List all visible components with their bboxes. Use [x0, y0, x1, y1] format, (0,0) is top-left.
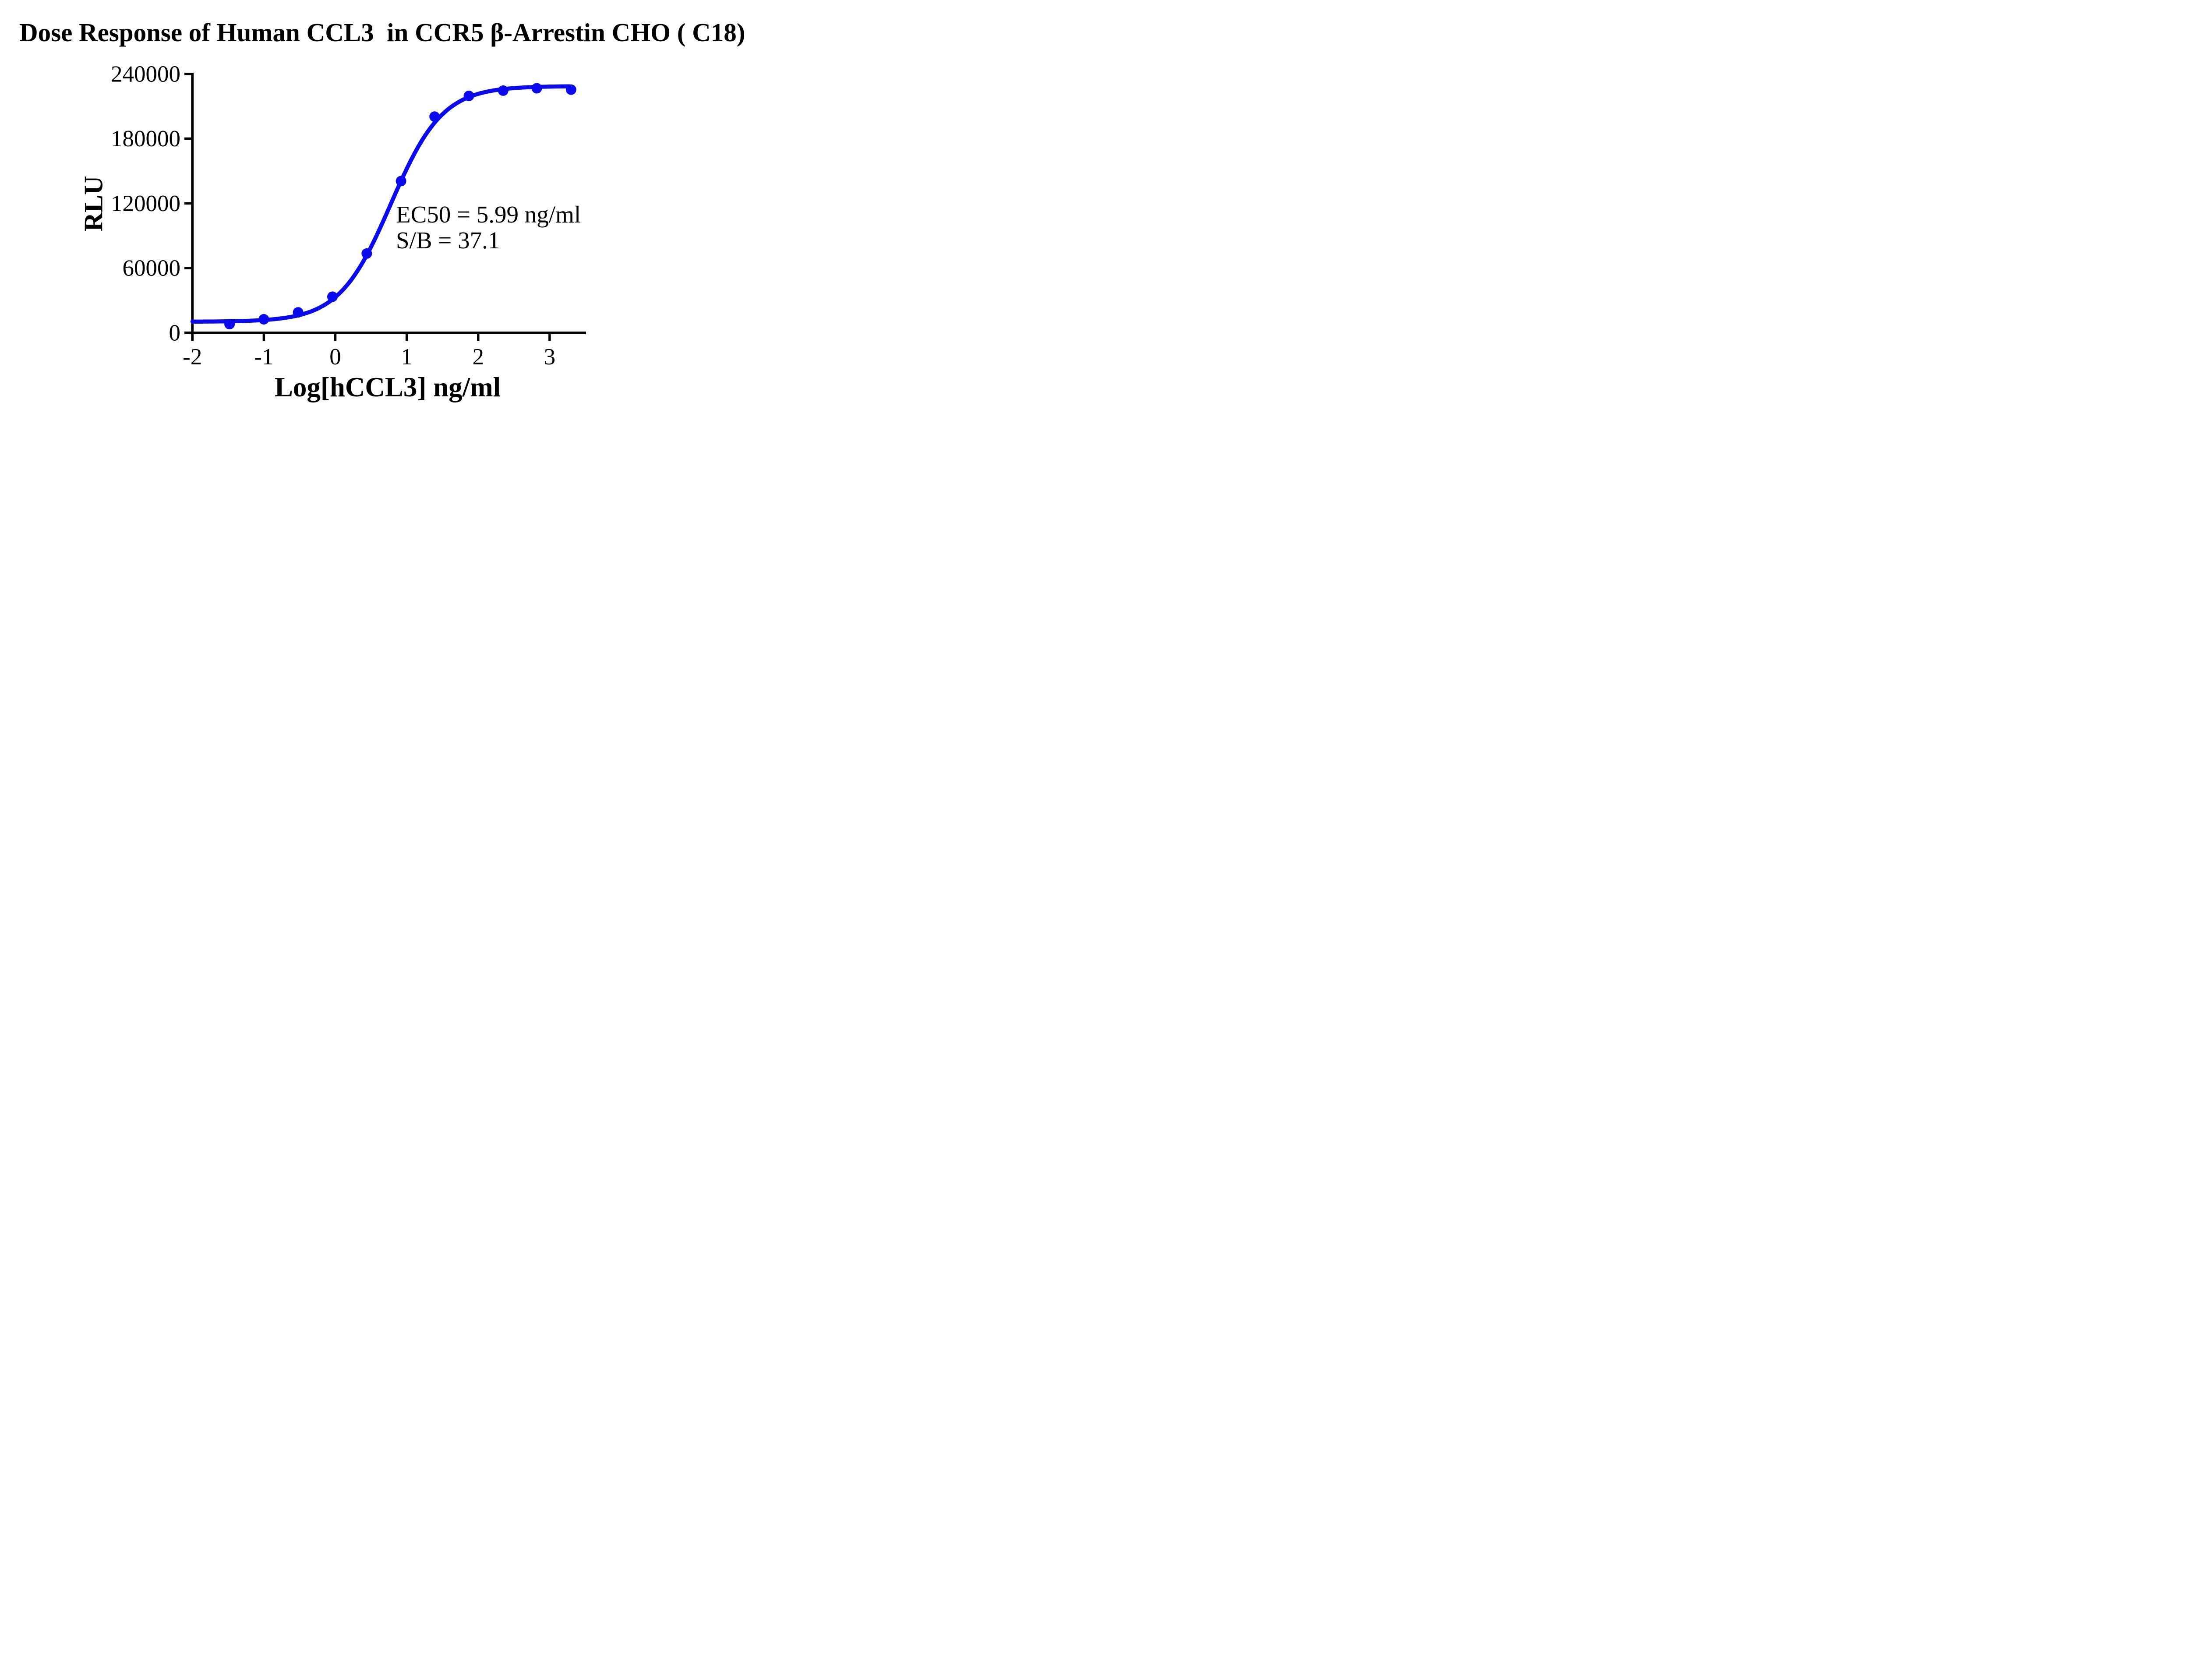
data-point	[293, 307, 304, 318]
annotation: EC50 = 5.99 ng/ml S/B = 37.1	[396, 201, 581, 253]
annotation-ec50: EC50 = 5.99 ng/ml	[396, 201, 581, 228]
data-point	[327, 291, 338, 302]
x-tick-label: -2	[183, 344, 202, 370]
chart-canvas: Dose Response of Human CCL3 in CCR5 β-Ar…	[0, 0, 772, 420]
y-tick-label: 180000	[111, 126, 180, 152]
data-point	[224, 319, 235, 329]
y-tick-label: 60000	[123, 256, 181, 281]
data-point	[361, 248, 372, 259]
x-tick-label: 0	[329, 344, 341, 370]
x-tick-label: 2	[473, 344, 484, 370]
y-tick-label: 120000	[111, 191, 180, 216]
x-tick-label: -1	[254, 344, 273, 370]
x-tick-label: 3	[544, 344, 556, 370]
data-point	[463, 91, 474, 101]
data-point	[396, 176, 406, 187]
dose-response-plot: -2 -1 0 1 2 3 0 60000 120000 180000 240000	[111, 61, 586, 370]
x-axis-title: Log[hCCL3] ng/ml	[274, 372, 501, 402]
y-tick-label: 240000	[111, 61, 180, 87]
data-point	[498, 85, 509, 96]
chart-title: Dose Response of Human CCL3 in CCR5 β-Ar…	[19, 18, 745, 47]
data-point	[565, 84, 576, 95]
annotation-sb: S/B = 37.1	[396, 227, 500, 254]
fit-curve	[190, 84, 572, 324]
y-tick-label: 0	[169, 321, 181, 346]
data-point	[258, 314, 269, 325]
x-tick-label: 1	[401, 344, 413, 370]
data-point	[531, 83, 542, 94]
data-point	[429, 111, 440, 122]
